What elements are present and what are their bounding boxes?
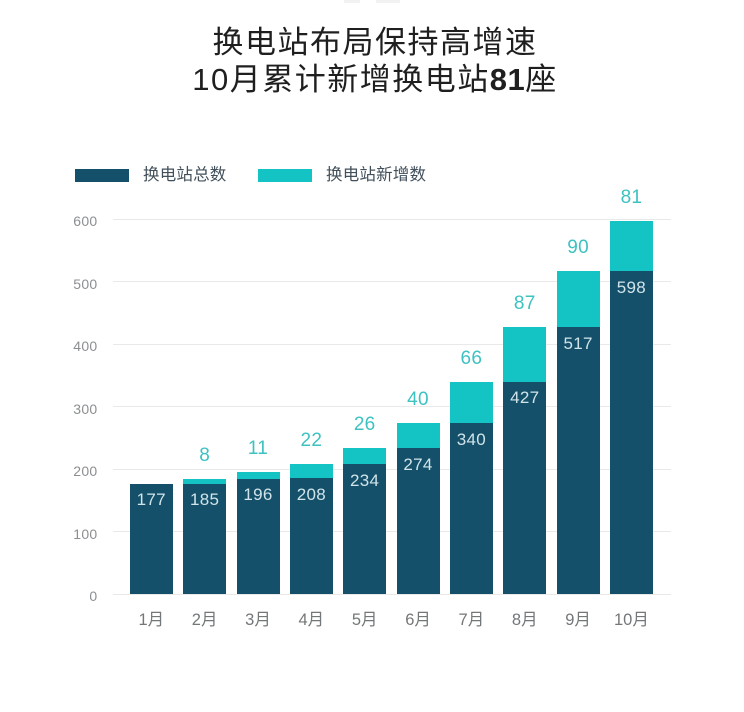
x-axis-label-10月: 10月 — [614, 611, 649, 629]
y-axis-label-300: 300 — [73, 400, 98, 417]
bar-8月: 427 87 — [503, 294, 547, 595]
x-axis-label-9月: 9月 — [565, 611, 591, 629]
bar-6月: 274 40 — [396, 390, 440, 595]
bar-new-label-6月: 40 — [407, 389, 429, 411]
gridline-0 — [113, 593, 671, 595]
x-axis-label-6月: 6月 — [405, 611, 431, 629]
x-axis-label-5月: 5月 — [351, 611, 378, 629]
x-axis-label-7月: 7月 — [458, 611, 485, 629]
bar-segment-new-6月 — [396, 423, 440, 449]
gridline-100 — [113, 531, 671, 533]
chart-title: 换电站布局保持高增速 10月累计新增换电站81座 — [0, 24, 744, 99]
title-line-1: 换电站布局保持高增速 — [212, 24, 538, 60]
bar-7月: 340 66 — [449, 349, 493, 595]
bar-segment-new-7月 — [449, 381, 493, 424]
bar-4月: 208 22 — [289, 431, 333, 595]
x-axis-label-2月: 2月 — [191, 611, 218, 629]
bar-segment-new-2月 — [183, 478, 227, 484]
cropped-text-artifact-right — [376, 0, 400, 3]
y-axis-label-100: 100 — [73, 525, 98, 542]
bar-total-label-8月: 427 — [510, 388, 540, 408]
legend-item-total: 换电站总数 — [75, 167, 227, 183]
legend-swatch-new — [258, 168, 312, 182]
bar-total-label-7月: 340 — [456, 429, 487, 449]
gridline-500 — [113, 281, 671, 283]
bar-new-label-7月: 66 — [460, 347, 483, 369]
bar-5月: 234 26 — [343, 415, 387, 595]
bar-new-label-3月: 11 — [247, 437, 269, 459]
y-axis-label-500: 500 — [73, 275, 98, 292]
bar-new-label-9月: 90 — [567, 237, 589, 259]
bar-2月: 185 8 — [183, 446, 227, 595]
title-line-2: 10月累计新增换电站81座 — [192, 62, 558, 97]
bar-segment-total-1月 — [129, 483, 173, 595]
x-axis-label-4月: 4月 — [298, 611, 325, 629]
cropped-text-artifact-left — [344, 0, 360, 3]
bar-segment-new-8月 — [503, 327, 547, 382]
y-axis-label-400: 400 — [73, 338, 98, 355]
bar-segment-total-9月 — [556, 327, 600, 595]
bar-segment-total-2月 — [183, 483, 227, 595]
bar-segment-new-4月 — [289, 464, 333, 479]
x-axis-label-3月: 3月 — [245, 611, 271, 629]
bar-segment-total-7月 — [449, 423, 493, 595]
y-axis-label-0: 0 — [89, 588, 98, 605]
y-axis-label-600: 600 — [73, 213, 98, 230]
bar-segment-total-10月 — [609, 271, 653, 595]
bar-3月: 196 11 — [236, 439, 280, 595]
legend-label-new: 换电站新增数 — [326, 166, 427, 184]
gridline-600 — [113, 218, 671, 220]
bar-segment-new-5月 — [343, 448, 387, 465]
bar-9月: 517 90 — [556, 238, 600, 595]
legend-swatch-total — [75, 168, 129, 182]
bar-new-label-4月: 22 — [300, 430, 323, 452]
bar-segment-total-8月 — [503, 381, 547, 595]
bar-total-label-3月: 196 — [243, 485, 273, 505]
bar-total-label-4月: 208 — [296, 484, 326, 504]
bar-segment-total-6月 — [396, 448, 440, 595]
bar-total-label-5月: 234 — [350, 470, 380, 490]
bar-segment-new-10月 — [609, 220, 653, 272]
bar-new-label-2月: 8 — [199, 444, 211, 466]
bar-10月: 598 81 — [609, 188, 653, 595]
bar-segment-new-3月 — [236, 471, 280, 479]
bar-segment-total-4月 — [289, 478, 333, 595]
bar-segment-total-5月 — [343, 464, 387, 595]
bar-segment-total-3月 — [236, 478, 280, 595]
legend-label-total: 换电站总数 — [143, 166, 227, 184]
y-axis-label-200: 200 — [73, 463, 98, 480]
bar-new-label-8月: 87 — [513, 293, 536, 315]
bar-total-label-9月: 517 — [563, 333, 593, 353]
x-axis-label-1月: 1月 — [138, 611, 165, 629]
bar-total-label-2月: 185 — [190, 490, 220, 510]
gridline-200 — [113, 468, 671, 470]
gridline-400 — [113, 343, 671, 345]
bar-segment-new-9月 — [556, 271, 600, 328]
bar-new-label-10月: 81 — [620, 186, 643, 208]
legend-item-new: 换电站新增数 — [258, 167, 426, 183]
bar-total-label-10月: 598 — [616, 277, 647, 297]
gridline-300 — [113, 406, 671, 408]
bar-total-label-6月: 274 — [403, 454, 433, 474]
x-axis-label-8月: 8月 — [511, 611, 538, 629]
bar-new-label-5月: 26 — [353, 414, 376, 436]
title-bold-number: 81 — [489, 62, 526, 97]
bar-total-label-1月: 177 — [136, 490, 166, 510]
bar-1月: 177 — [129, 483, 173, 595]
